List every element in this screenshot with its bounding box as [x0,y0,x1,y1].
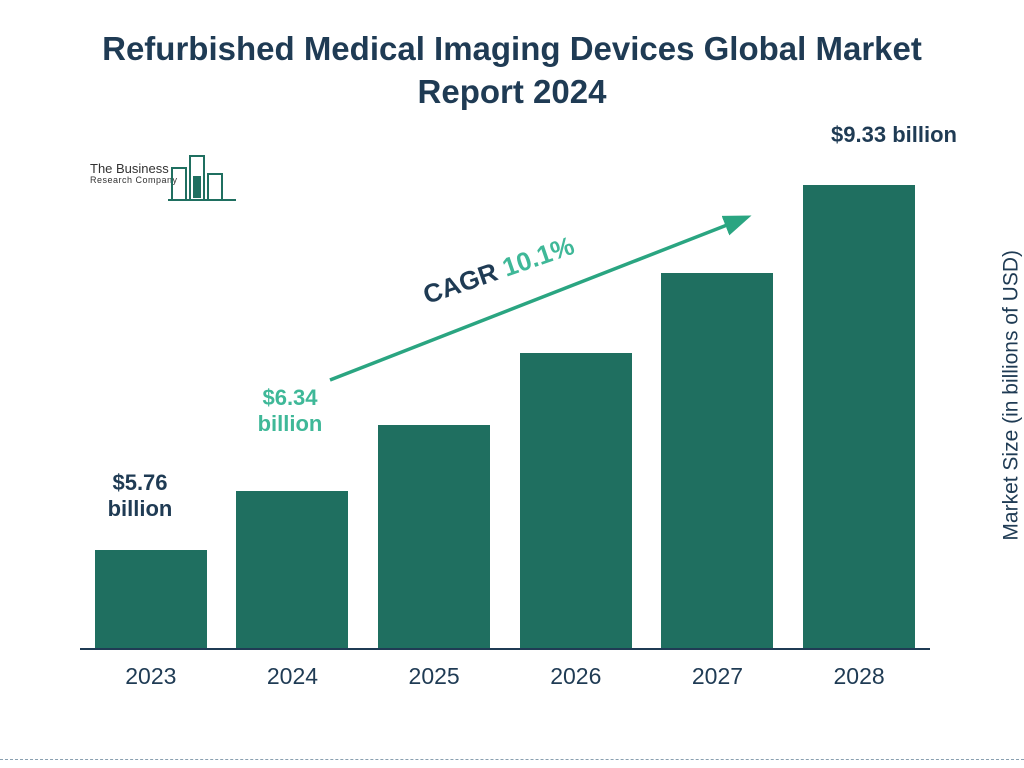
bar-wrap [364,425,504,648]
x-axis [80,648,930,650]
bar-wrap [647,273,787,648]
value-label: $9.33 billion [794,122,994,148]
x-axis-label: 2027 [647,663,787,690]
bar-wrap [81,550,221,648]
value-label: $6.34billion [230,385,350,438]
x-axis-label: 2023 [81,663,221,690]
bar [378,425,490,648]
chart-area: 202320242025202620272028 [80,160,940,690]
value-label: $5.76billion [80,470,200,523]
bar [95,550,207,648]
x-axis-label: 2028 [789,663,929,690]
bottom-divider [0,759,1024,760]
bar-wrap [222,491,362,648]
bar-wrap [789,185,929,648]
bar [803,185,915,648]
x-axis-label: 2025 [364,663,504,690]
chart-title: Refurbished Medical Imaging Devices Glob… [0,28,1024,114]
bar-wrap [506,353,646,648]
bar [520,353,632,648]
bar [236,491,348,648]
x-axis-label: 2026 [506,663,646,690]
bar [661,273,773,648]
bars-container [80,168,930,648]
x-labels: 202320242025202620272028 [80,663,930,690]
x-axis-label: 2024 [222,663,362,690]
y-axis-label: Market Size (in billions of USD) [1000,250,1024,541]
